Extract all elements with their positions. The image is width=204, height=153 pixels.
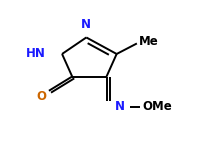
Text: N: N	[114, 100, 124, 113]
Text: OMe: OMe	[141, 100, 171, 113]
Text: O: O	[37, 90, 47, 103]
Text: N: N	[81, 18, 91, 31]
Text: Me: Me	[138, 35, 158, 49]
Text: HN: HN	[26, 47, 46, 60]
